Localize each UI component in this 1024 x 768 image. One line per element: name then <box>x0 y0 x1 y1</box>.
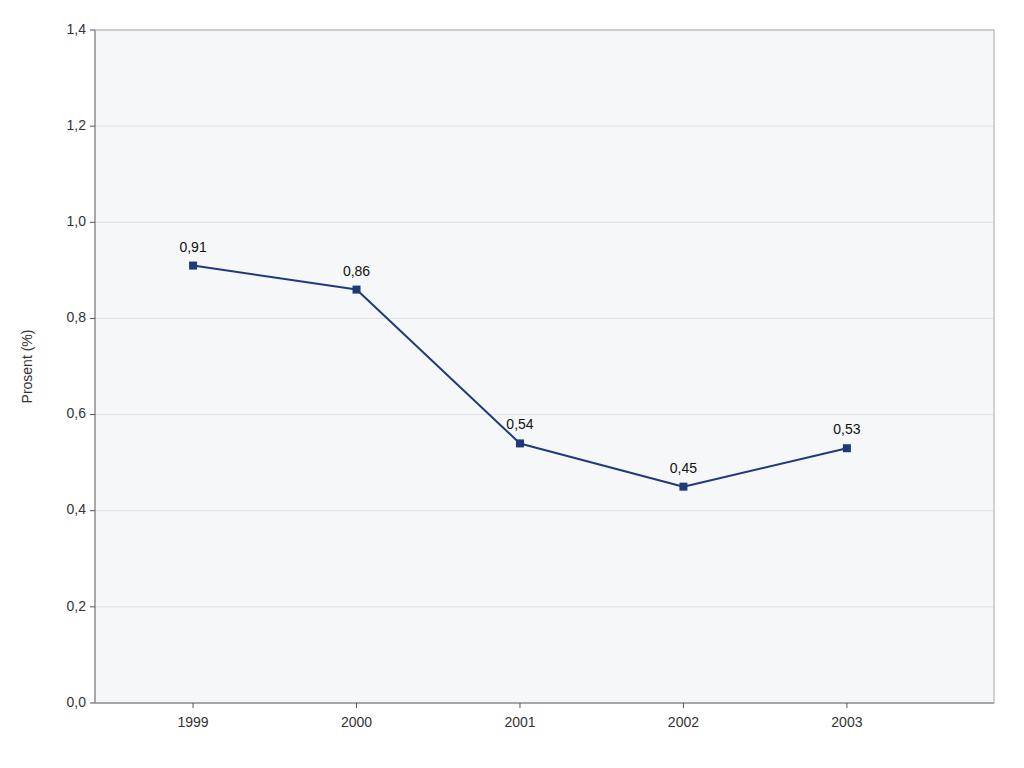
x-tick <box>683 703 684 708</box>
y-tick-label: 0,0 <box>67 694 87 710</box>
data-labels: 0,91 0,86 0,54 0,45 0,53 <box>179 239 860 476</box>
y-tick-label: 1,2 <box>67 117 87 133</box>
y-axis-label: Prosent (%) <box>19 330 35 404</box>
grid <box>95 30 994 703</box>
line <box>193 266 847 487</box>
grid-line <box>95 222 994 223</box>
y-tick <box>90 606 95 607</box>
y-axis: 0,0 0,2 0,4 0,6 0,8 1,0 1,2 1,4 <box>67 21 95 710</box>
y-tick-label: 1,4 <box>67 21 87 37</box>
marker <box>679 483 687 491</box>
x-tick-label: 2000 <box>341 714 372 730</box>
y-tick-label: 0,4 <box>67 501 87 517</box>
x-tick <box>519 703 520 708</box>
grid-line <box>95 318 994 319</box>
x-tick-label: 2003 <box>831 714 862 730</box>
chart-container: 0,0 0,2 0,4 0,6 0,8 1,0 1,2 1,4 1999 2000 2001 2002… <box>0 0 1024 768</box>
marker <box>516 439 524 447</box>
plot-background <box>95 30 994 703</box>
series <box>189 262 851 491</box>
x-tick-label: 1999 <box>177 714 208 730</box>
data-label: 0,91 <box>179 239 206 255</box>
y-tick <box>90 222 95 223</box>
x-axis: 1999 2000 2001 2002 2003 <box>177 703 862 730</box>
data-label: 0,54 <box>506 416 533 432</box>
page: {"chart_data": {"type": "line", "ylabel"… <box>0 0 1024 768</box>
y-tick <box>90 703 95 704</box>
x-tick <box>193 703 194 708</box>
y-tick-label: 0,6 <box>67 405 87 421</box>
grid-line <box>95 414 994 415</box>
plot-frame <box>95 30 994 703</box>
y-tick-label: 0,8 <box>67 309 87 325</box>
data-label: 0,45 <box>670 460 697 476</box>
y-tick-label: 0,2 <box>67 598 87 614</box>
grid-line <box>95 126 994 127</box>
data-label: 0,53 <box>833 421 860 437</box>
chart-svg: 0,0 0,2 0,4 0,6 0,8 1,0 1,2 1,4 1999 2000 2001 2002… <box>0 0 1024 768</box>
marker <box>353 286 361 294</box>
y-tick <box>90 510 95 511</box>
data-label: 0,86 <box>343 263 370 279</box>
grid-line <box>95 606 994 607</box>
x-tick-label: 2002 <box>668 714 699 730</box>
y-tick <box>90 126 95 127</box>
marker <box>189 262 197 270</box>
y-tick <box>90 318 95 319</box>
y-tick <box>90 30 95 31</box>
x-tick <box>846 703 847 708</box>
y-tick-label: 1,0 <box>67 213 87 229</box>
marker <box>843 444 851 452</box>
x-tick <box>356 703 357 708</box>
grid-line <box>95 510 994 511</box>
y-tick <box>90 414 95 415</box>
x-tick-label: 2001 <box>504 714 535 730</box>
